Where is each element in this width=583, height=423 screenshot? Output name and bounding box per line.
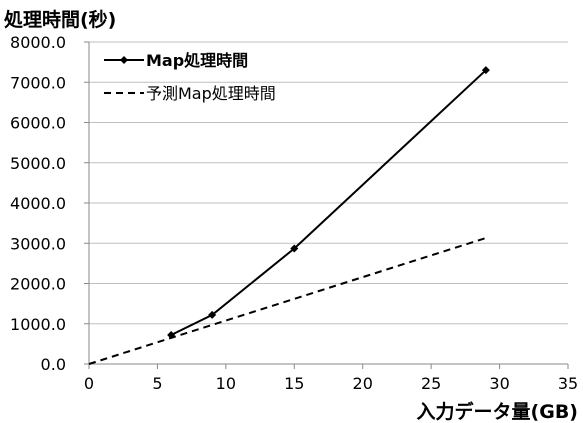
y-tick-label-1: 1000.0: [10, 315, 66, 334]
x-tick-label-7: 35: [558, 374, 578, 393]
series-line-1: [88, 237, 487, 365]
legend-marker-map: [120, 56, 128, 64]
series-0-point-1: [208, 310, 217, 319]
series-0-point-3: [481, 66, 490, 75]
x-tick-label-6: 30: [489, 374, 509, 393]
y-tick-label-2: 2000.0: [10, 275, 66, 294]
y-tick-label-6: 6000.0: [10, 114, 66, 133]
legend: Map処理時間 予測Map処理時間: [104, 51, 276, 103]
x-tick-label-0: 0: [84, 374, 94, 393]
x-axis-title: 入力データ量(GB): [417, 400, 578, 423]
x-tick-label-2: 10: [216, 374, 236, 393]
y-tick-label-4: 4000.0: [10, 194, 66, 213]
x-tick-labels: 0 5 10 15 20 25 30 35: [84, 374, 578, 393]
y-tick-label-7: 7000.0: [10, 73, 66, 92]
y-tick-label-5: 5000.0: [10, 154, 66, 173]
x-tick-label-1: 5: [152, 374, 162, 393]
x-tick-label-4: 20: [353, 374, 373, 393]
y-axis-title: 処理時間(秒): [4, 8, 116, 31]
y-tick-labels: 0.0 1000.0 2000.0 3000.0 4000.0 5000.0 6000.0 7…: [10, 33, 66, 374]
axes: [84, 41, 569, 369]
y-tick-label-3: 3000.0: [10, 234, 66, 253]
x-tick-label-5: 25: [421, 374, 441, 393]
y-tick-label-8: 8000.0: [10, 33, 66, 52]
gridlines: [89, 41, 568, 325]
y-tick-label-0: 0.0: [41, 355, 66, 374]
x-tick-label-3: 15: [284, 374, 304, 393]
series-line-0: [170, 69, 487, 336]
series-layer: [88, 66, 490, 365]
legend-label-map: Map処理時間: [146, 51, 248, 70]
series-0-point-2: [290, 244, 299, 253]
legend-label-predicted: 予測Map処理時間: [146, 84, 276, 103]
